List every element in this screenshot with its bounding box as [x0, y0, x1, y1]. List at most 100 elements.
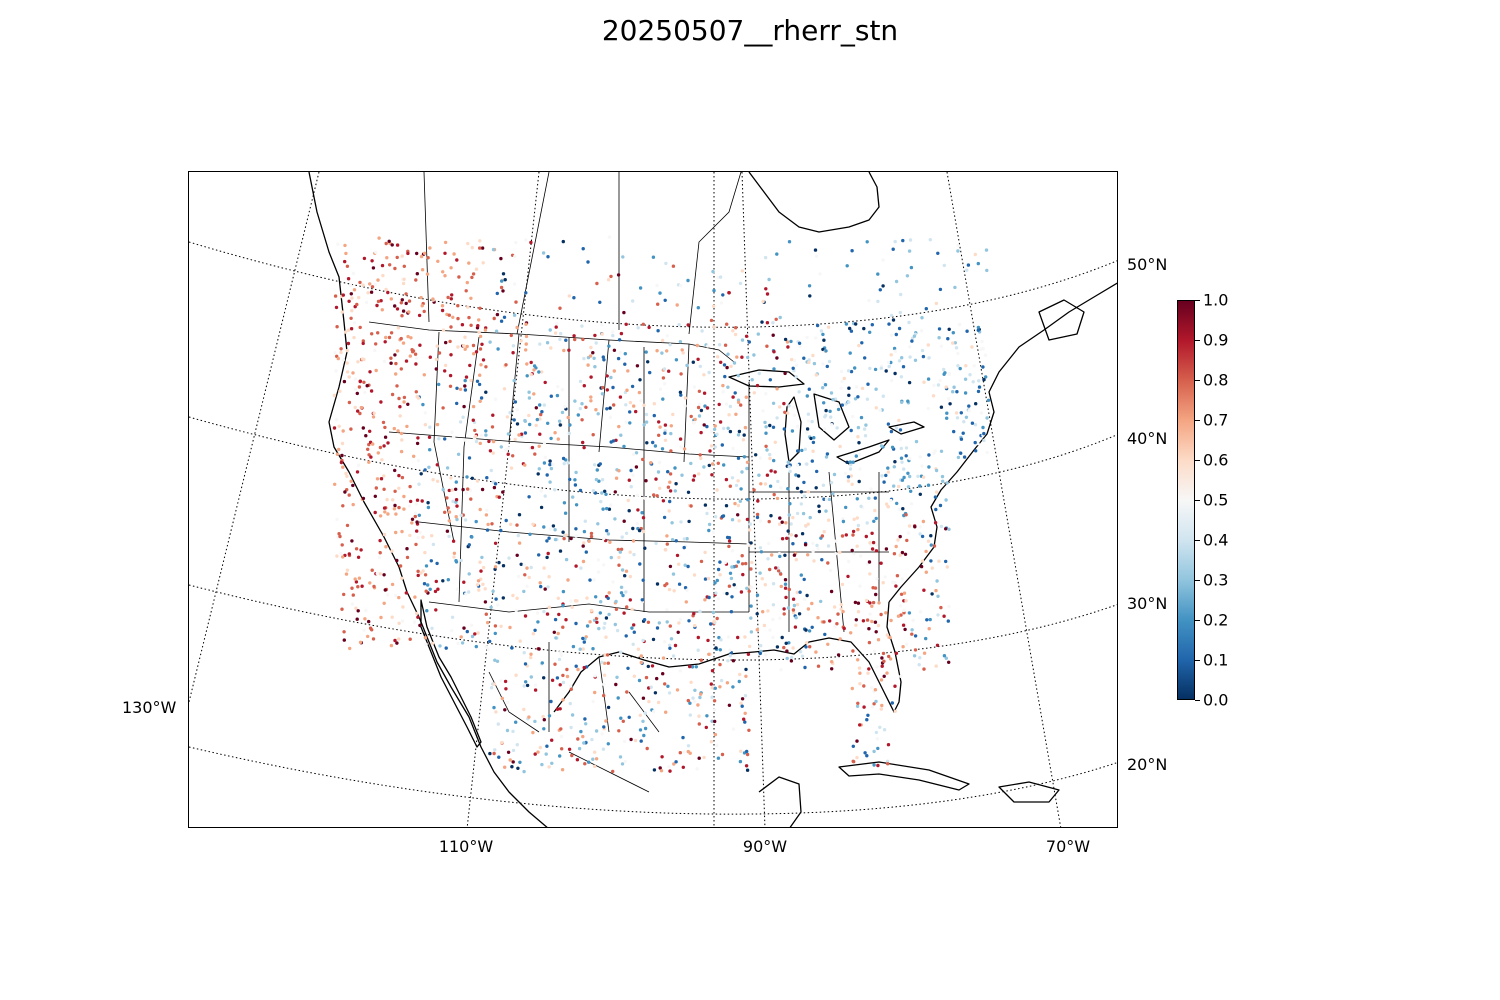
station-point — [480, 555, 484, 560]
station-point — [922, 667, 926, 671]
station-point — [692, 385, 697, 389]
station-point — [678, 669, 682, 673]
station-point — [933, 495, 938, 499]
station-point — [567, 348, 571, 352]
station-point — [786, 529, 790, 533]
station-point — [811, 549, 815, 553]
station-point — [597, 626, 601, 631]
station-point — [724, 477, 729, 482]
station-point — [836, 612, 840, 616]
station-point — [747, 589, 751, 593]
station-point — [423, 468, 427, 472]
baja-peninsula — [420, 599, 482, 748]
station-point — [418, 623, 422, 628]
station-point — [930, 566, 934, 570]
station-point — [346, 328, 351, 332]
station-point — [881, 258, 885, 262]
station-point — [540, 661, 544, 665]
station-point — [463, 347, 467, 351]
station-point — [527, 413, 531, 418]
yucatan — [758, 776, 802, 827]
station-point — [680, 348, 684, 352]
station-point — [702, 391, 707, 395]
station-point — [454, 480, 458, 484]
station-point — [416, 535, 420, 540]
station-point — [418, 530, 422, 535]
station-point — [625, 388, 629, 392]
station-point — [613, 490, 617, 494]
station-point — [555, 322, 559, 326]
station-point — [419, 254, 424, 259]
station-point — [723, 374, 727, 379]
station-point — [515, 743, 519, 747]
station-point — [607, 591, 611, 595]
station-point — [918, 525, 922, 529]
station-point — [547, 605, 551, 609]
station-point — [638, 562, 642, 566]
station-point — [889, 618, 893, 623]
station-point — [959, 437, 964, 441]
station-point — [748, 522, 752, 526]
station-point — [589, 395, 593, 399]
map-frame[interactable] — [188, 171, 1118, 828]
station-point — [914, 439, 919, 444]
station-point — [707, 652, 711, 656]
station-point — [478, 246, 482, 250]
station-point — [918, 484, 922, 488]
station-point — [812, 361, 817, 366]
station-point — [379, 477, 384, 481]
station-point — [907, 524, 912, 528]
station-point — [850, 249, 854, 253]
station-point — [649, 461, 653, 465]
station-point — [643, 496, 647, 500]
station-point — [553, 331, 558, 335]
station-point — [447, 313, 451, 317]
station-point — [501, 490, 505, 494]
station-point — [416, 396, 421, 400]
station-point — [592, 356, 596, 360]
station-point — [640, 511, 644, 515]
station-point — [774, 317, 778, 321]
station-point — [529, 675, 533, 679]
station-point — [466, 305, 470, 309]
station-point — [916, 474, 920, 478]
station-point — [578, 647, 582, 651]
station-point — [402, 507, 406, 511]
station-point — [785, 649, 789, 653]
station-point — [894, 544, 898, 549]
station-point — [621, 255, 625, 259]
station-point — [642, 618, 647, 622]
station-point — [542, 441, 547, 445]
station-point — [378, 538, 382, 543]
station-point — [399, 367, 403, 371]
station-point — [461, 487, 465, 492]
station-point — [689, 504, 693, 508]
station-point — [848, 467, 853, 471]
station-point — [905, 538, 909, 543]
lon-label-110w: 110°W — [438, 837, 494, 856]
station-point — [515, 408, 519, 412]
station-point — [619, 547, 624, 551]
station-point — [655, 494, 659, 498]
station-point — [480, 487, 485, 492]
station-point — [355, 391, 359, 396]
station-point — [573, 399, 577, 403]
station-point — [983, 353, 988, 357]
station-point — [535, 611, 540, 615]
station-point — [517, 513, 522, 517]
station-point — [794, 558, 798, 562]
station-point — [647, 325, 651, 330]
station-point — [736, 635, 740, 640]
station-point — [702, 465, 706, 469]
station-point — [712, 619, 716, 623]
station-point — [643, 711, 647, 715]
station-point — [375, 477, 380, 481]
station-point — [921, 475, 926, 479]
station-point — [755, 515, 760, 520]
station-point — [886, 504, 890, 509]
station-point — [549, 436, 553, 441]
station-point — [870, 531, 874, 535]
station-point — [622, 519, 626, 523]
station-point — [626, 498, 630, 503]
station-point — [981, 346, 985, 351]
